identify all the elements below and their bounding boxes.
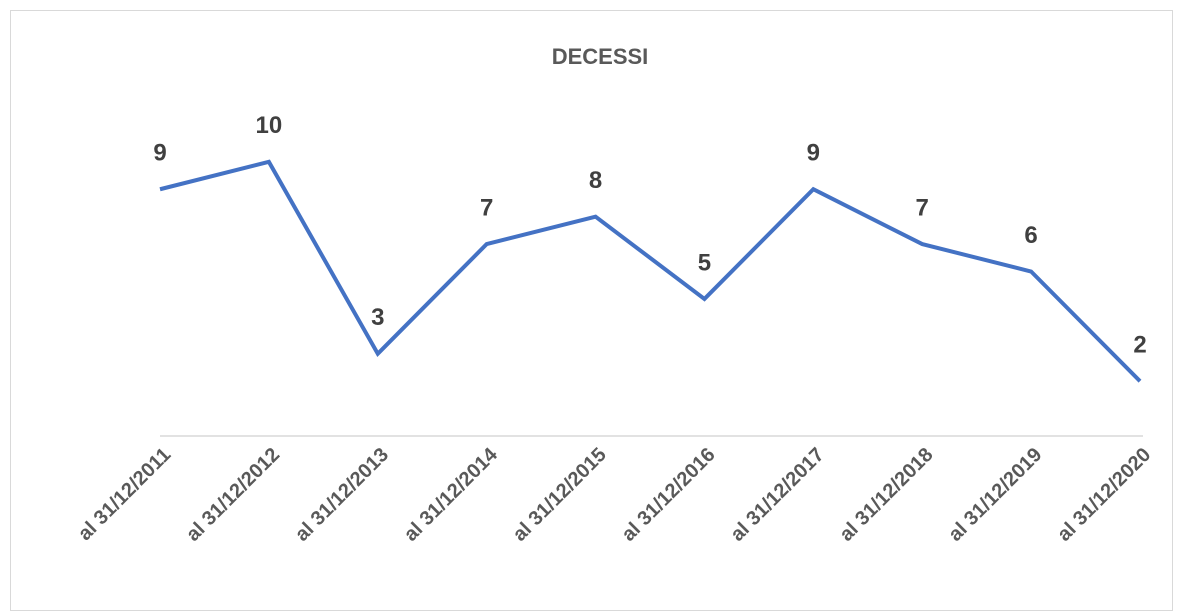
data-label: 5 xyxy=(698,249,711,276)
data-label: 10 xyxy=(256,112,283,139)
data-label: 2 xyxy=(1133,332,1146,359)
data-label: 7 xyxy=(480,194,493,221)
series-line xyxy=(159,159,1142,383)
data-label: 3 xyxy=(371,304,384,331)
data-label: 9 xyxy=(807,140,820,167)
data-label: 7 xyxy=(916,194,929,221)
data-label: 9 xyxy=(153,140,166,167)
data-label: 6 xyxy=(1024,222,1037,249)
data-label: 8 xyxy=(589,167,602,194)
chart-border xyxy=(10,10,1173,611)
chart-title: DECESSI xyxy=(552,44,649,69)
